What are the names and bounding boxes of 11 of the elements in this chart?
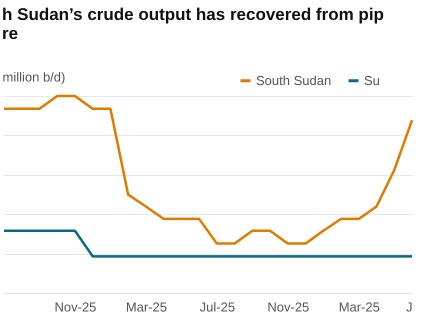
x-tick-label: J (406, 300, 412, 314)
text: re (2, 24, 18, 43)
x-tick-label: Nov-25 (267, 300, 310, 314)
x-tick-label: Mar-25 (126, 300, 168, 314)
text: h Sudan’s crude output has recovered from pip (2, 5, 384, 24)
x-tick-label: Mar-25 (338, 300, 380, 314)
legend-label: South Sudan (256, 72, 332, 88)
legend-label: Su (364, 72, 380, 88)
x-tick-label: Nov-25 (54, 300, 96, 314)
y-axis-title: million b/d) (2, 70, 66, 84)
x-tick-label: Jul-25 (200, 300, 236, 314)
